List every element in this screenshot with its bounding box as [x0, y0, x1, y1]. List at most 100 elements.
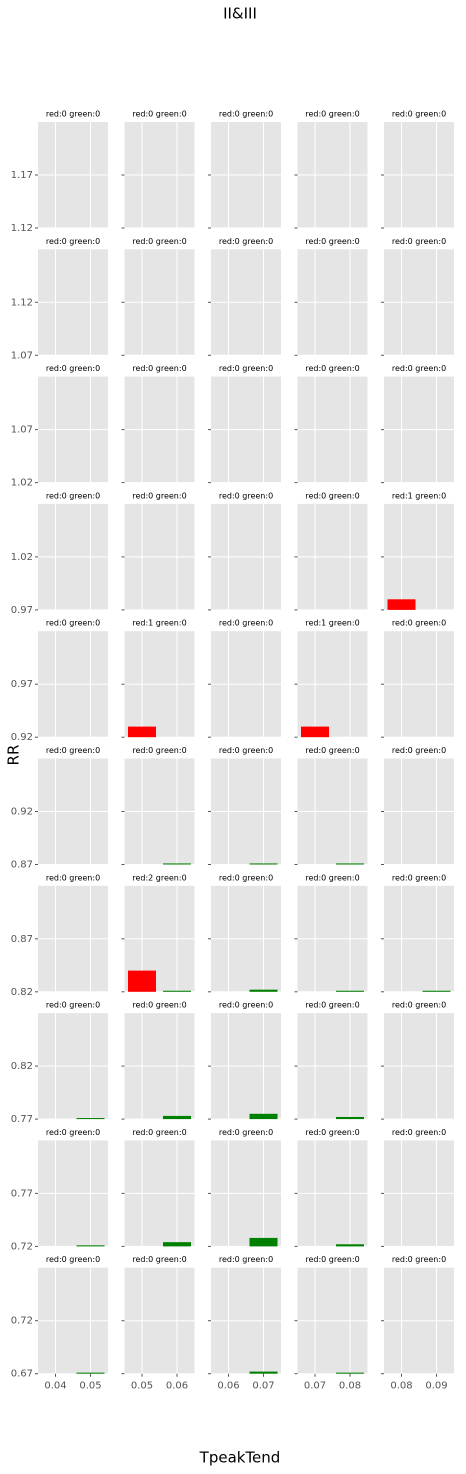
- panel-title: red:0 green:0: [305, 237, 359, 246]
- x-axis-label: TpeakTend: [199, 1449, 281, 1467]
- y-tick-label: 0.82: [11, 1061, 33, 1072]
- bar: [249, 989, 278, 992]
- bar: [336, 863, 364, 865]
- y-tick-label: 0.97: [11, 605, 33, 616]
- panel-title: red:0 green:0: [305, 110, 359, 119]
- bar: [387, 599, 416, 610]
- panel-title: red:0 green:0: [219, 1255, 273, 1264]
- y-tick-label: 1.12: [11, 223, 33, 234]
- panel-title: red:2 green:0: [132, 873, 186, 882]
- bar: [76, 1372, 105, 1374]
- panel-title: red:0 green:0: [132, 110, 186, 119]
- panel-title: red:0 green:0: [219, 1001, 273, 1010]
- panel-title: red:0 green:0: [46, 1001, 100, 1010]
- bar: [163, 1115, 191, 1120]
- panel-title: red:0 green:0: [46, 491, 100, 500]
- panel-title: red:0 green:0: [392, 873, 446, 882]
- panel-title: red:0 green:0: [392, 746, 446, 755]
- panel-title: red:0 green:0: [46, 873, 100, 882]
- panel-title: red:0 green:0: [46, 746, 100, 755]
- y-tick-label: 1.17: [11, 170, 33, 181]
- panel-title: red:0 green:0: [392, 364, 446, 373]
- panel-title: red:0 green:0: [305, 1128, 359, 1137]
- bar: [163, 863, 191, 865]
- panel-title: red:0 green:0: [392, 1128, 446, 1137]
- panel-title: red:0 green:0: [219, 491, 273, 500]
- panel-title: red:0 green:0: [305, 491, 359, 500]
- panel-title: red:0 green:0: [46, 1255, 100, 1264]
- panel-title: red:0 green:0: [392, 1255, 446, 1264]
- y-tick-label: 1.12: [11, 297, 33, 308]
- panel-title: red:0 green:0: [46, 364, 100, 373]
- panel-title: red:0 green:0: [132, 1255, 186, 1264]
- chart-title: II&III: [223, 5, 257, 23]
- x-tick-label: 0.07: [304, 1381, 326, 1392]
- panel-title: red:0 green:0: [219, 110, 273, 119]
- panel-title: red:0 green:0: [46, 619, 100, 628]
- bar: [336, 1116, 364, 1120]
- panel-title: red:0 green:0: [305, 1255, 359, 1264]
- panel-title: red:0 green:0: [305, 364, 359, 373]
- panel-title: red:0 green:0: [219, 237, 273, 246]
- bar: [128, 726, 156, 738]
- panel-title: red:0 green:0: [219, 1128, 273, 1137]
- panel-title: red:0 green:0: [305, 1001, 359, 1010]
- bar: [336, 1244, 364, 1247]
- x-tick-label: 0.06: [166, 1381, 188, 1392]
- panel-title: red:0 green:0: [305, 746, 359, 755]
- panel-title: red:0 green:0: [392, 237, 446, 246]
- y-tick-label: 1.07: [11, 425, 33, 436]
- panel-title: red:0 green:0: [132, 237, 186, 246]
- x-tick-label: 0.05: [79, 1381, 101, 1392]
- panel-title: red:0 green:0: [219, 364, 273, 373]
- bar: [249, 1237, 278, 1247]
- y-tick-label: 1.02: [11, 478, 33, 489]
- bar: [163, 990, 191, 992]
- x-tick-label: 0.09: [425, 1381, 447, 1392]
- panel-title: red:0 green:0: [132, 746, 186, 755]
- y-tick-label: 0.92: [11, 807, 33, 818]
- bar: [249, 1371, 278, 1374]
- bar: [128, 970, 156, 992]
- panel-title: red:0 green:0: [132, 1001, 186, 1010]
- bar: [163, 1242, 191, 1247]
- x-tick-label: 0.07: [252, 1381, 274, 1392]
- y-tick-label: 0.87: [11, 860, 33, 871]
- bar: [422, 990, 451, 992]
- x-tick-label: 0.04: [44, 1381, 66, 1392]
- y-tick-label: 0.92: [11, 732, 33, 743]
- panel-title: red:0 green:0: [219, 873, 273, 882]
- x-tick-label: 0.08: [390, 1381, 412, 1392]
- panel-title: red:0 green:0: [305, 873, 359, 882]
- bar: [249, 1113, 278, 1120]
- panel-title: red:0 green:0: [392, 1001, 446, 1010]
- panel-title: red:0 green:0: [219, 619, 273, 628]
- y-tick-label: 1.02: [11, 552, 33, 563]
- panel-title: red:0 green:0: [46, 237, 100, 246]
- x-tick-label: 0.08: [339, 1381, 361, 1392]
- panel-title: red:1 green:0: [132, 619, 186, 628]
- panel-title: red:0 green:0: [46, 110, 100, 119]
- panel-title: red:0 green:0: [392, 110, 446, 119]
- panel-title: red:0 green:0: [46, 1128, 100, 1137]
- y-tick-label: 1.07: [11, 350, 33, 361]
- x-tick-label: 0.05: [131, 1381, 153, 1392]
- y-tick-label: 0.87: [11, 934, 33, 945]
- y-tick-label: 0.82: [11, 987, 33, 998]
- y-tick-label: 0.97: [11, 679, 33, 690]
- y-tick-label: 0.72: [11, 1241, 33, 1252]
- bar: [76, 1245, 105, 1247]
- bar: [76, 1118, 105, 1120]
- y-axis-label: RR: [5, 745, 23, 766]
- bar: [336, 990, 364, 992]
- panel-title: red:1 green:0: [392, 491, 446, 500]
- panel-title: red:0 green:0: [392, 619, 446, 628]
- y-tick-label: 0.67: [11, 1369, 33, 1380]
- panel-title: red:0 green:0: [132, 491, 186, 500]
- y-tick-label: 0.77: [11, 1188, 33, 1199]
- bar: [336, 1372, 364, 1374]
- panel-title: red:1 green:0: [305, 619, 359, 628]
- y-tick-label: 0.77: [11, 1114, 33, 1125]
